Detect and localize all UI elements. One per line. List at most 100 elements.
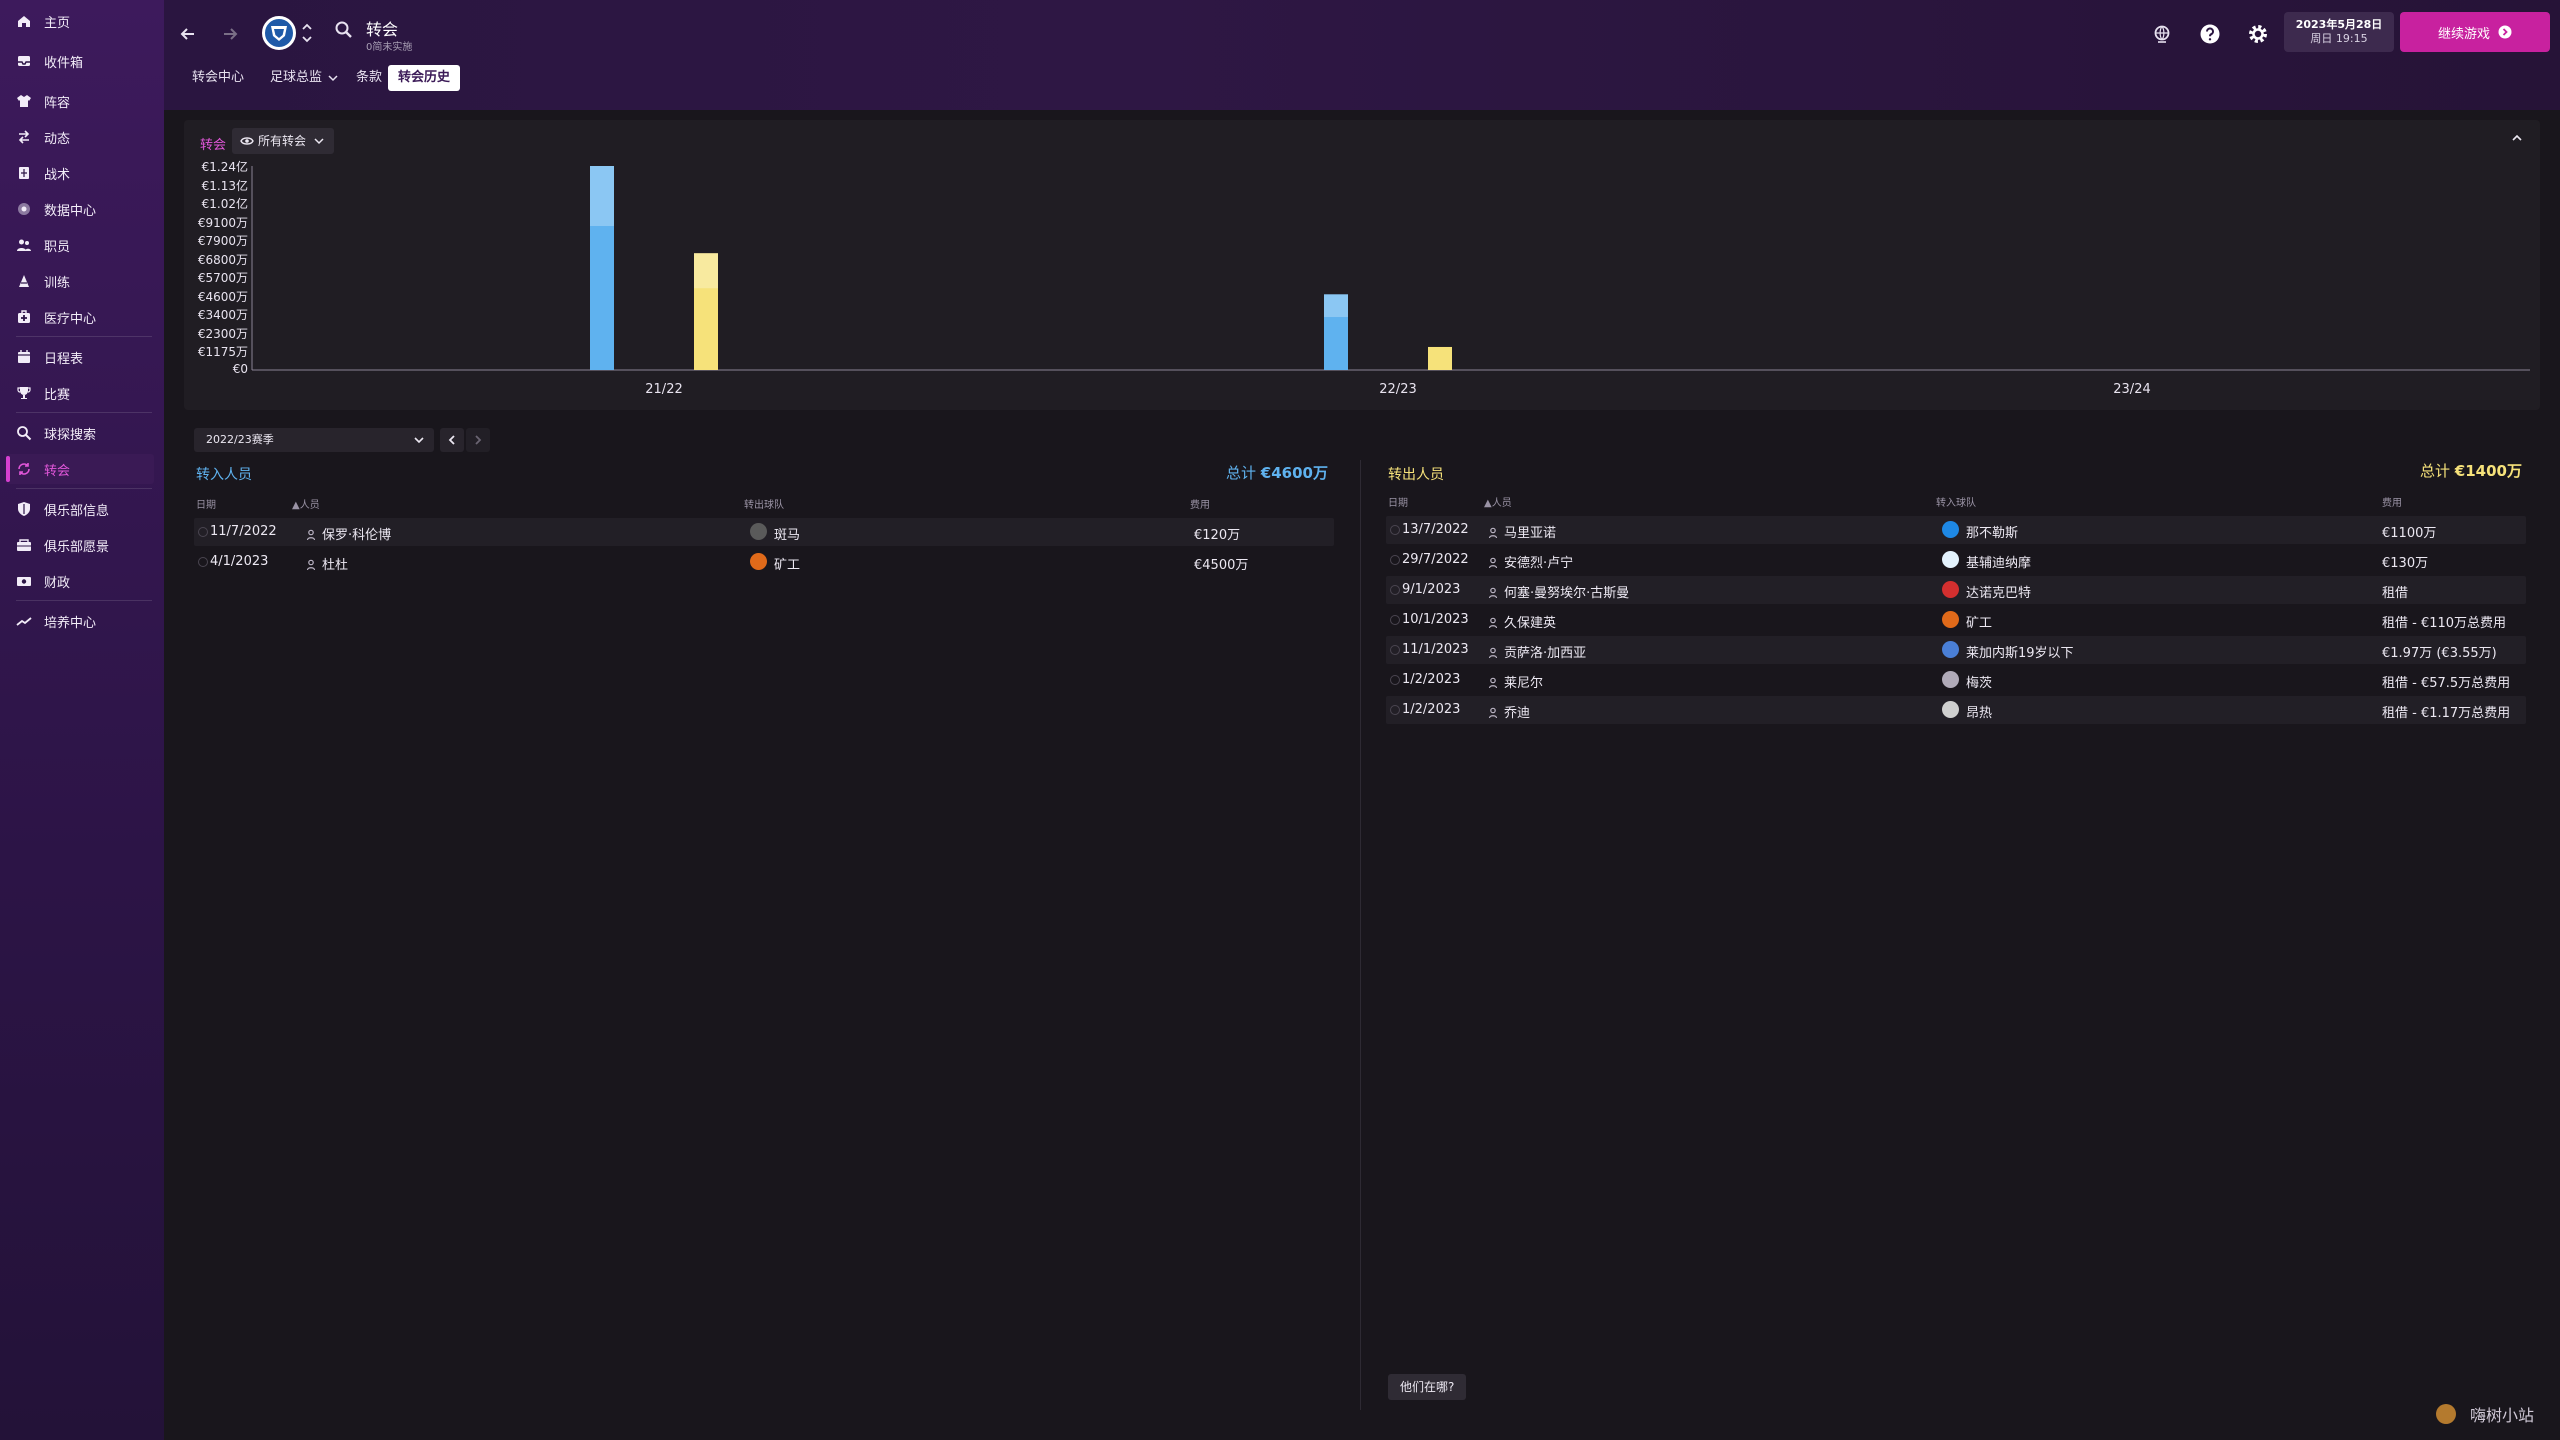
player-name[interactable]: 保罗·科伦博 — [322, 528, 392, 543]
forward-button[interactable] — [216, 20, 244, 48]
club-name[interactable]: 昂热 — [1966, 706, 1993, 721]
sidebar-item-development[interactable]: 培养中心 — [6, 606, 154, 636]
sidebar-item-transfer[interactable]: 转会 — [6, 454, 154, 484]
sidebar-item-label: 日程表 — [44, 351, 84, 367]
sidebar-item-data[interactable]: 数据中心 — [6, 194, 154, 224]
search-button[interactable] — [334, 20, 356, 42]
next-season-button[interactable] — [466, 428, 490, 452]
sidebar-item-trophy[interactable]: 比赛 — [6, 378, 154, 408]
table-row[interactable]: 1/2/2023 乔迪 昂热 租借 - €1.17万总费用 — [1386, 696, 2526, 724]
transfer-date: 29/7/2022 — [1402, 552, 1469, 567]
club-name[interactable]: 矿工 — [1966, 616, 1993, 631]
bar-incoming-21/22[interactable] — [590, 166, 614, 370]
transfer-fee: €120万 — [1194, 528, 1241, 543]
tab-transfer-centre[interactable]: 转会中心 — [192, 70, 245, 85]
player-name[interactable]: 久保建英 — [1504, 616, 1557, 631]
club-name[interactable]: 那不勒斯 — [1966, 526, 2019, 541]
help-button[interactable] — [2196, 20, 2224, 48]
season-select[interactable]: 2022/23赛季 — [194, 428, 434, 452]
sidebar-item-label: 收件箱 — [44, 55, 84, 71]
settings-button[interactable] — [2244, 20, 2272, 48]
where-are-they-button[interactable]: 他们在哪? — [1388, 1374, 1467, 1400]
table-row[interactable]: 13/7/2022 马里亚诺 那不勒斯 €1100万 — [1386, 516, 2526, 544]
outgoing-col-person[interactable]: ▲人员 — [1484, 494, 1512, 509]
back-button[interactable] — [174, 20, 202, 48]
incoming-col-date[interactable]: 日期 — [196, 500, 216, 511]
club-name[interactable]: 斑马 — [774, 528, 801, 543]
tab-transfer-history[interactable]: 转会历史 — [388, 65, 461, 91]
continue-button[interactable]: 继续游戏 — [2400, 12, 2550, 52]
table-row[interactable]: 9/1/2023 何塞·曼努埃尔·古斯曼 达诺克巴特 租借 — [1386, 576, 2526, 604]
player-name[interactable]: 安德烈·卢宁 — [1504, 556, 1574, 571]
player-name[interactable]: 乔迪 — [1504, 706, 1531, 721]
incoming-col-fee[interactable]: 费用 — [1190, 500, 1210, 511]
bar-incoming-22/23[interactable] — [1324, 294, 1348, 370]
transfer-fee: €1100万 — [2382, 526, 2437, 541]
club-badge-icon — [1942, 671, 1959, 688]
bar-outgoing-22/23[interactable] — [1428, 346, 1452, 370]
player-name[interactable]: 莱尼尔 — [1504, 676, 1544, 691]
transfer-date: 4/1/2023 — [210, 554, 269, 569]
y-tick-label: €6800万 — [197, 252, 248, 267]
sidebar-item-calendar[interactable]: 日程表 — [6, 342, 154, 372]
network-button[interactable] — [2148, 20, 2176, 48]
table-row[interactable]: 11/1/2023 贡萨洛·加西亚 莱加内斯19岁以下 €1.97万 (€3.55万) — [1386, 636, 2526, 664]
y-tick-label: €1.24亿 — [201, 160, 248, 174]
sidebar-item-shield[interactable]: 俱乐部信息 — [6, 494, 154, 524]
incoming-col-person[interactable]: ▲人员 — [292, 496, 320, 511]
outgoing-col-fee[interactable]: 费用 — [2382, 498, 2402, 509]
y-tick-label: €0 — [232, 362, 248, 376]
player-name[interactable]: 何塞·曼努埃尔·古斯曼 — [1504, 586, 1630, 601]
table-row[interactable]: 10/1/2023 久保建英 矿工 租借 - €110万总费用 — [1386, 606, 2526, 634]
sidebar-item-shirt[interactable]: 阵容 — [6, 86, 154, 116]
sidebar-item-tactics[interactable]: 战术 — [6, 158, 154, 188]
game-date[interactable]: 2023年5月28日 周日 19:15 — [2284, 12, 2394, 52]
sidebar-item-medical[interactable]: 医疗中心 — [6, 302, 154, 332]
sidebar-item-arrows[interactable]: 动态 — [6, 122, 154, 152]
sidebar-item-training[interactable]: 训练 — [6, 266, 154, 296]
chevron-down-icon — [328, 75, 338, 82]
chevron-down-icon — [414, 437, 424, 444]
chevron-down-icon — [314, 138, 324, 145]
player-name[interactable]: 贡萨洛·加西亚 — [1504, 646, 1587, 661]
tab-director-of-football[interactable]: 足球总监 — [260, 65, 344, 91]
outgoing-col-club[interactable]: 转入球队 — [1936, 498, 1976, 509]
prev-season-button[interactable] — [440, 428, 464, 452]
table-row[interactable]: 4/1/2023 杜杜 矿工 €4500万 — [194, 548, 1334, 576]
sidebar-item-vision[interactable]: 俱乐部愿景 — [6, 530, 154, 560]
collapse-chart-button[interactable] — [2510, 130, 2528, 148]
watermark-text: 嗨树小站 — [2470, 1406, 2535, 1425]
table-row[interactable]: 1/2/2023 莱尼尔 梅茨 租借 - €57.5万总费用 — [1386, 666, 2526, 694]
chart-filter-dropdown[interactable]: 所有转会 — [232, 128, 335, 154]
inbox-icon — [16, 53, 32, 69]
player-name[interactable]: 马里亚诺 — [1504, 526, 1557, 541]
table-row[interactable]: 29/7/2022 安德烈·卢宁 基辅迪纳摩 €130万 — [1386, 546, 2526, 574]
person-icon — [1488, 584, 1498, 599]
outgoing-col-date[interactable]: 日期 — [1388, 498, 1408, 509]
club-name[interactable]: 梅茨 — [1966, 676, 1993, 691]
development-icon — [16, 613, 32, 629]
sidebar-item-inbox[interactable]: 收件箱 — [6, 46, 154, 76]
tab-clauses[interactable]: 条款 — [356, 70, 383, 85]
sidebar-item-home[interactable]: 主页 — [6, 6, 154, 36]
club-name[interactable]: 莱加内斯19岁以下 — [1966, 646, 2074, 661]
club-crest-button[interactable] — [262, 16, 296, 50]
player-name[interactable]: 杜杜 — [322, 558, 349, 573]
table-row[interactable]: 11/7/2022 保罗·科伦博 斑马 €120万 — [194, 518, 1334, 546]
sidebar-item-money[interactable]: 财政 — [6, 566, 154, 596]
sidebar-item-label: 俱乐部信息 — [44, 503, 110, 519]
club-switch-chevrons[interactable] — [300, 20, 314, 46]
medical-icon — [16, 309, 32, 325]
club-name[interactable]: 基辅迪纳摩 — [1966, 556, 2032, 571]
y-tick-label: €5700万 — [197, 271, 248, 286]
club-name[interactable]: 达诺克巴特 — [1966, 586, 2032, 601]
shirt-icon — [16, 93, 32, 109]
bar-outgoing-21/22[interactable] — [694, 253, 718, 370]
incoming-col-club[interactable]: 转出球队 — [744, 500, 784, 511]
transfer-chart-panel: 转会 所有转会 €1.24亿 €1.13亿 €1.02亿 €9100万 €7900万 €6… — [184, 120, 2540, 410]
club-name[interactable]: 矿工 — [774, 558, 801, 573]
sidebar-item-search[interactable]: 球探搜索 — [6, 418, 154, 448]
transfer-date: 11/7/2022 — [210, 524, 277, 539]
sidebar-item-staff[interactable]: 职员 — [6, 230, 154, 260]
outgoing-col-person-label: 人员 — [1491, 498, 1512, 509]
